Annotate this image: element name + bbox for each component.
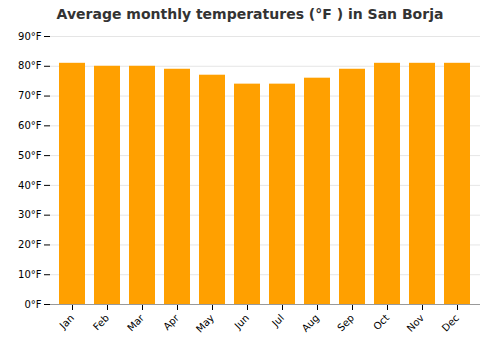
svg-text:May: May [194, 312, 216, 334]
svg-text:Sep: Sep [335, 312, 356, 333]
svg-text:20°F: 20°F [18, 239, 42, 250]
svg-text:Jul: Jul [269, 312, 286, 329]
svg-text:Feb: Feb [91, 312, 111, 332]
svg-text:40°F: 40°F [18, 180, 42, 191]
svg-text:Dec: Dec [440, 312, 461, 333]
svg-text:0°F: 0°F [24, 299, 41, 310]
svg-text:Jan: Jan [57, 312, 76, 331]
svg-text:50°F: 50°F [18, 150, 42, 161]
svg-text:80°F: 80°F [18, 60, 42, 71]
html-text:Average monthly temperatures (: Average monthly temperatures (°F ) in Sa… [56, 6, 444, 22]
svg-text:10°F: 10°F [18, 269, 42, 280]
svg-text:Apr: Apr [161, 312, 182, 333]
svg-text:Mar: Mar [125, 312, 147, 334]
svg-text:Nov: Nov [405, 312, 427, 334]
svg-text:Aug: Aug [300, 312, 322, 334]
svg-text:70°F: 70°F [18, 90, 42, 101]
svg-text:90°F: 90°F [18, 31, 42, 42]
svg-text:60°F: 60°F [18, 120, 42, 131]
svg-text:30°F: 30°F [18, 209, 42, 220]
svg-text:Oct: Oct [371, 312, 391, 332]
svg-text:Jun: Jun [232, 312, 252, 332]
